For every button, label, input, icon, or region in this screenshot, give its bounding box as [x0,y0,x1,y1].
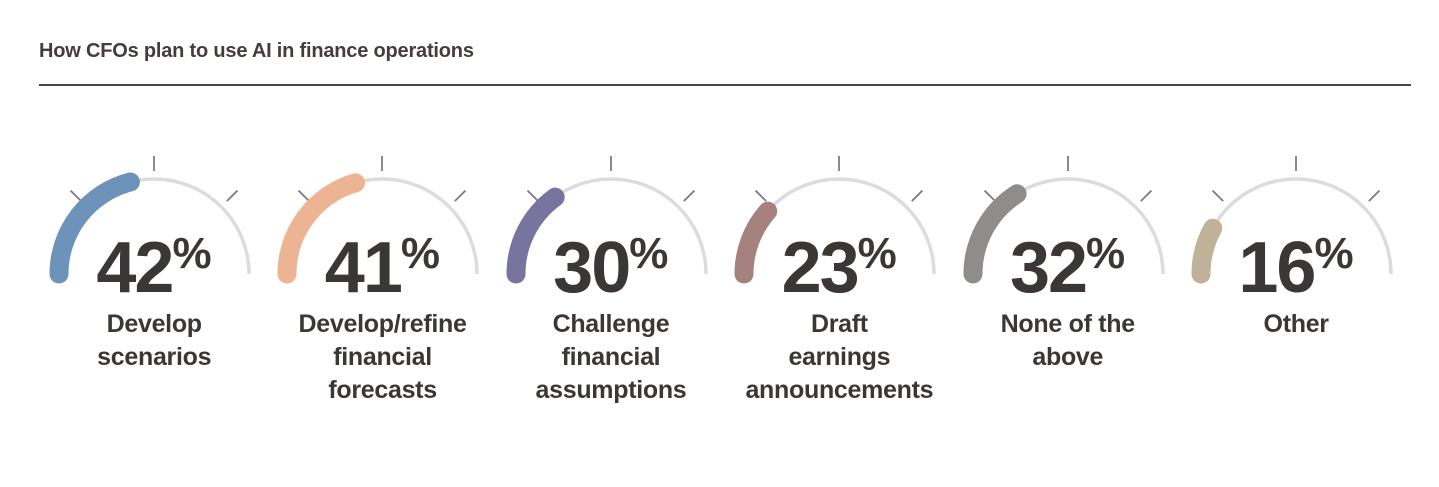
gauge-value-number: 32 [1009,228,1088,308]
gauge-arc [49,156,251,284]
gauge-label-line: Develop [106,310,202,338]
gauge-label-line: Other [1263,310,1329,338]
gauge-value: 32% [954,229,1182,305]
gauge-label: Draft earnings announcements [725,308,953,407]
gauge-value-unit: % [629,229,669,278]
gauge-arc [506,156,708,284]
gauge-value: 23% [725,229,953,305]
gauge-value-unit: % [1314,229,1354,278]
gauge-value-number: 30 [553,228,631,308]
gauge-value: 41% [268,229,496,305]
gauge-value-number: 41 [324,228,403,308]
gauge-value: 42% [40,229,268,305]
gauge-label-line: Draft [810,310,868,338]
gauge-label-line: announcements [745,376,934,404]
gauge-label-line: Develop/refine [298,310,467,338]
gauge-value-unit: % [857,229,897,278]
gauge-arc [734,156,936,284]
gauge-value-unit: % [1086,229,1126,278]
gauge-dial: 32% [954,152,1182,305]
gauge-dial: 23% [725,152,953,305]
gauge-label: Other [1182,308,1410,341]
gauge-label: Challenge financial assumptions [497,308,725,407]
gauge-card-none-of-the-above: 32% None of the above [954,152,1182,407]
chart-header: How CFOs plan to use AI in finance opera… [39,38,1411,86]
gauge-label-line: None of the [1000,310,1136,338]
gauge-label-line: above [1032,343,1104,371]
gauge-value-unit: % [172,229,212,278]
gauge-value-number: 16 [1238,228,1316,308]
gauge-card-challenge-assumptions: 30% Challenge financial assumptions [497,152,725,407]
gauge-dial: 16% [1182,152,1410,305]
gauge-card-other: 16% Other [1182,152,1410,407]
gauge-label-line: forecasts [328,376,437,404]
gauge-label-line: earnings [788,343,891,371]
gauge-dial: 42% [40,152,268,305]
gauge-label: Develop/refine financial forecasts [268,308,496,407]
gauge-card-develop-refine-forecasts: 41% Develop/refine financial forecasts [268,152,496,407]
gauge-label-line: assumptions [535,376,687,404]
gauge-arc [1191,156,1393,284]
gauge-dial: 30% [497,152,725,305]
gauge-label: Develop scenarios [40,308,268,374]
gauge-label-line: Challenge [552,310,670,338]
gauge-dial: 41% [268,152,496,305]
gauge-value-number: 42 [96,228,174,308]
gauge-label: None of the above [954,308,1182,374]
gauge-row: 42% Develop scenarios 41% Develop/refine… [40,152,1439,407]
gauge-card-develop-scenarios: 42% Develop scenarios [40,152,268,407]
gauge-label-line: financial [561,343,661,371]
gauge-value: 16% [1182,229,1410,305]
gauge-arc [963,156,1165,284]
gauge-card-draft-announcements: 23% Draft earnings announcements [725,152,953,407]
chart-title: How CFOs plan to use AI in finance opera… [39,40,474,62]
gauge-value-unit: % [400,229,440,278]
gauge-label-line: scenarios [97,343,212,371]
gauge-value-number: 23 [781,228,860,308]
gauge-arc [277,156,480,284]
gauge-value: 30% [497,229,725,305]
gauge-label-line: financial [333,343,432,371]
